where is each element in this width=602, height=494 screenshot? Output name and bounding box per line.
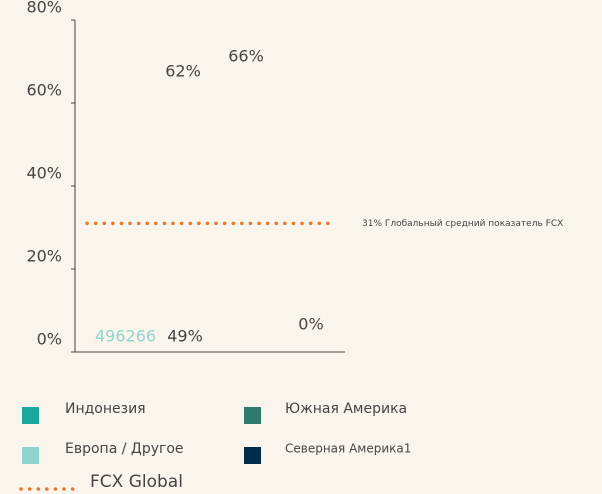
legend-swatch xyxy=(22,407,39,424)
data-label: 66% xyxy=(228,47,264,66)
legend-label: Индонезия xyxy=(65,401,146,417)
legend-label: Европа / Другое xyxy=(65,441,184,457)
legend-label: FCX Global xyxy=(90,472,183,492)
y-tick-label: 0% xyxy=(37,330,62,349)
y-tick-label: 80% xyxy=(26,0,62,17)
legend-label: Южная Америка xyxy=(285,401,407,417)
y-tick-label: 40% xyxy=(26,164,62,183)
y-tick-label: 20% xyxy=(26,247,62,266)
reference-label: 31% Глобальный средний показатель FCX xyxy=(362,219,563,229)
legend-swatch xyxy=(22,447,39,464)
data-label: 62% xyxy=(165,62,201,81)
data-label: 49% xyxy=(167,327,203,346)
legend-swatch xyxy=(244,447,261,464)
legend-swatch xyxy=(244,407,261,424)
y-tick-label: 60% xyxy=(26,81,62,100)
legend-label: Северная Америка1 xyxy=(285,442,411,456)
data-label: 0% xyxy=(298,315,323,334)
annotation: 496266 xyxy=(95,327,156,346)
